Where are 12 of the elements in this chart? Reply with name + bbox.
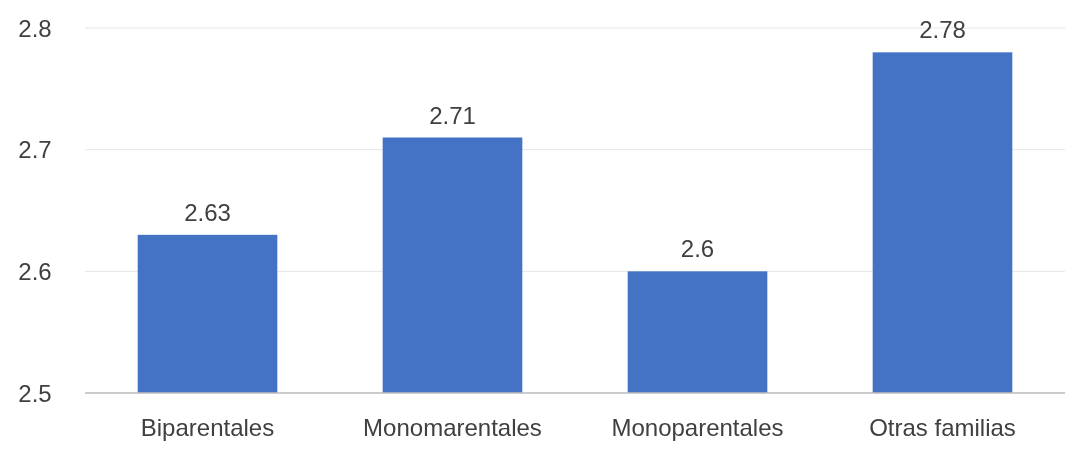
data-label: 2.63 (184, 198, 231, 226)
data-label: 2.6 (680, 235, 715, 263)
data-label: 2.78 (919, 16, 966, 44)
y-tick-label: 2.5 (18, 379, 52, 407)
y-tick-label: 2.6 (18, 257, 52, 285)
y-tick-label: 2.8 (18, 14, 52, 42)
y-tick-label: 2.7 (18, 136, 52, 164)
x-tick-label: Monomarentales (363, 414, 542, 441)
x-tick-label: Monoparentales (611, 414, 784, 441)
x-tick-label: Otras familias (869, 414, 1016, 441)
data-label: 2.71 (429, 101, 476, 129)
x-tick-label: Biparentales (140, 414, 275, 441)
